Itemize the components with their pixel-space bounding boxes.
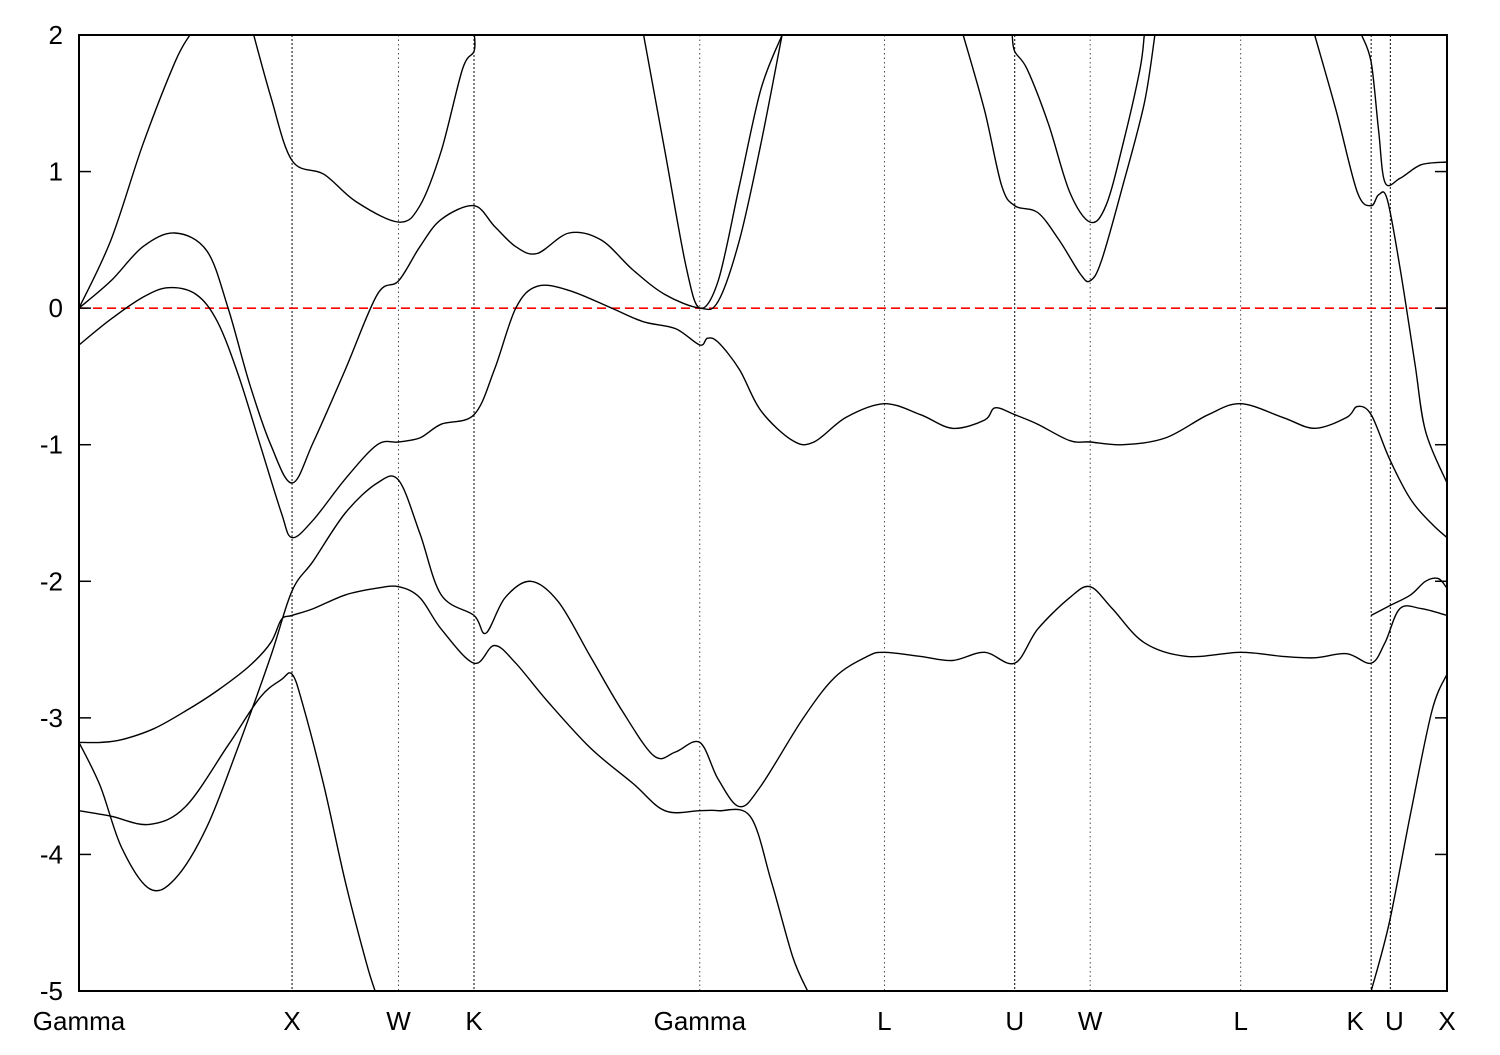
- y-tick-label: -3: [40, 703, 63, 733]
- x-tick-label-k: K: [465, 1006, 483, 1036]
- y-tick-label: -5: [40, 976, 63, 1006]
- band-line-13: [1370, 673, 1447, 991]
- y-tick-label: 2: [49, 20, 63, 50]
- y-tick-label: -1: [40, 430, 63, 460]
- band-line-7: [253, 35, 476, 223]
- x-tick-label-l: L: [1234, 1006, 1248, 1036]
- x-tick-label-x: X: [1438, 1006, 1455, 1036]
- kpoint-lines: [291, 35, 1391, 991]
- x-tick-label-x: X: [283, 1006, 300, 1036]
- x-tick-label-k: K: [1346, 1006, 1364, 1036]
- x-tick-label-u: U: [1005, 1006, 1024, 1036]
- band-line-2: [79, 672, 376, 991]
- x-tick-label-w: W: [386, 1006, 411, 1036]
- band-line-1: [79, 585, 809, 991]
- x-tick-label-l: L: [877, 1006, 891, 1036]
- band-line-12: [1360, 35, 1447, 187]
- plot-frame-layer: [78, 34, 1448, 992]
- y-axis: 2 1 0 -1 -2 -3 -4 -5: [40, 20, 1447, 1006]
- y-tick-label: 0: [49, 293, 63, 323]
- x-tick-label-u: U: [1385, 1006, 1404, 1036]
- x-tick-label-gamma: Gamma: [33, 1006, 126, 1036]
- band-line-6: [79, 35, 191, 309]
- x-axis: Gamma X W K Gamma L U W L K U X: [33, 1006, 1456, 1036]
- bands-layer: [79, 35, 1447, 991]
- band-line-14: [1370, 577, 1447, 617]
- band-line-11: [1314, 35, 1447, 484]
- band-line-10: [1011, 35, 1145, 224]
- band-line-9: [962, 35, 1156, 283]
- band-line-3: [79, 475, 1447, 892]
- x-tick-label-w: W: [1078, 1006, 1103, 1036]
- plot-frame: [78, 34, 1448, 992]
- y-tick-label: -2: [40, 566, 63, 596]
- band-line-8: [642, 35, 783, 310]
- x-tick-label-gamma: Gamma: [654, 1006, 747, 1036]
- y-tick-label: 1: [49, 157, 63, 187]
- y-tick-label: -4: [40, 839, 63, 869]
- band-line-4: [79, 284, 1447, 539]
